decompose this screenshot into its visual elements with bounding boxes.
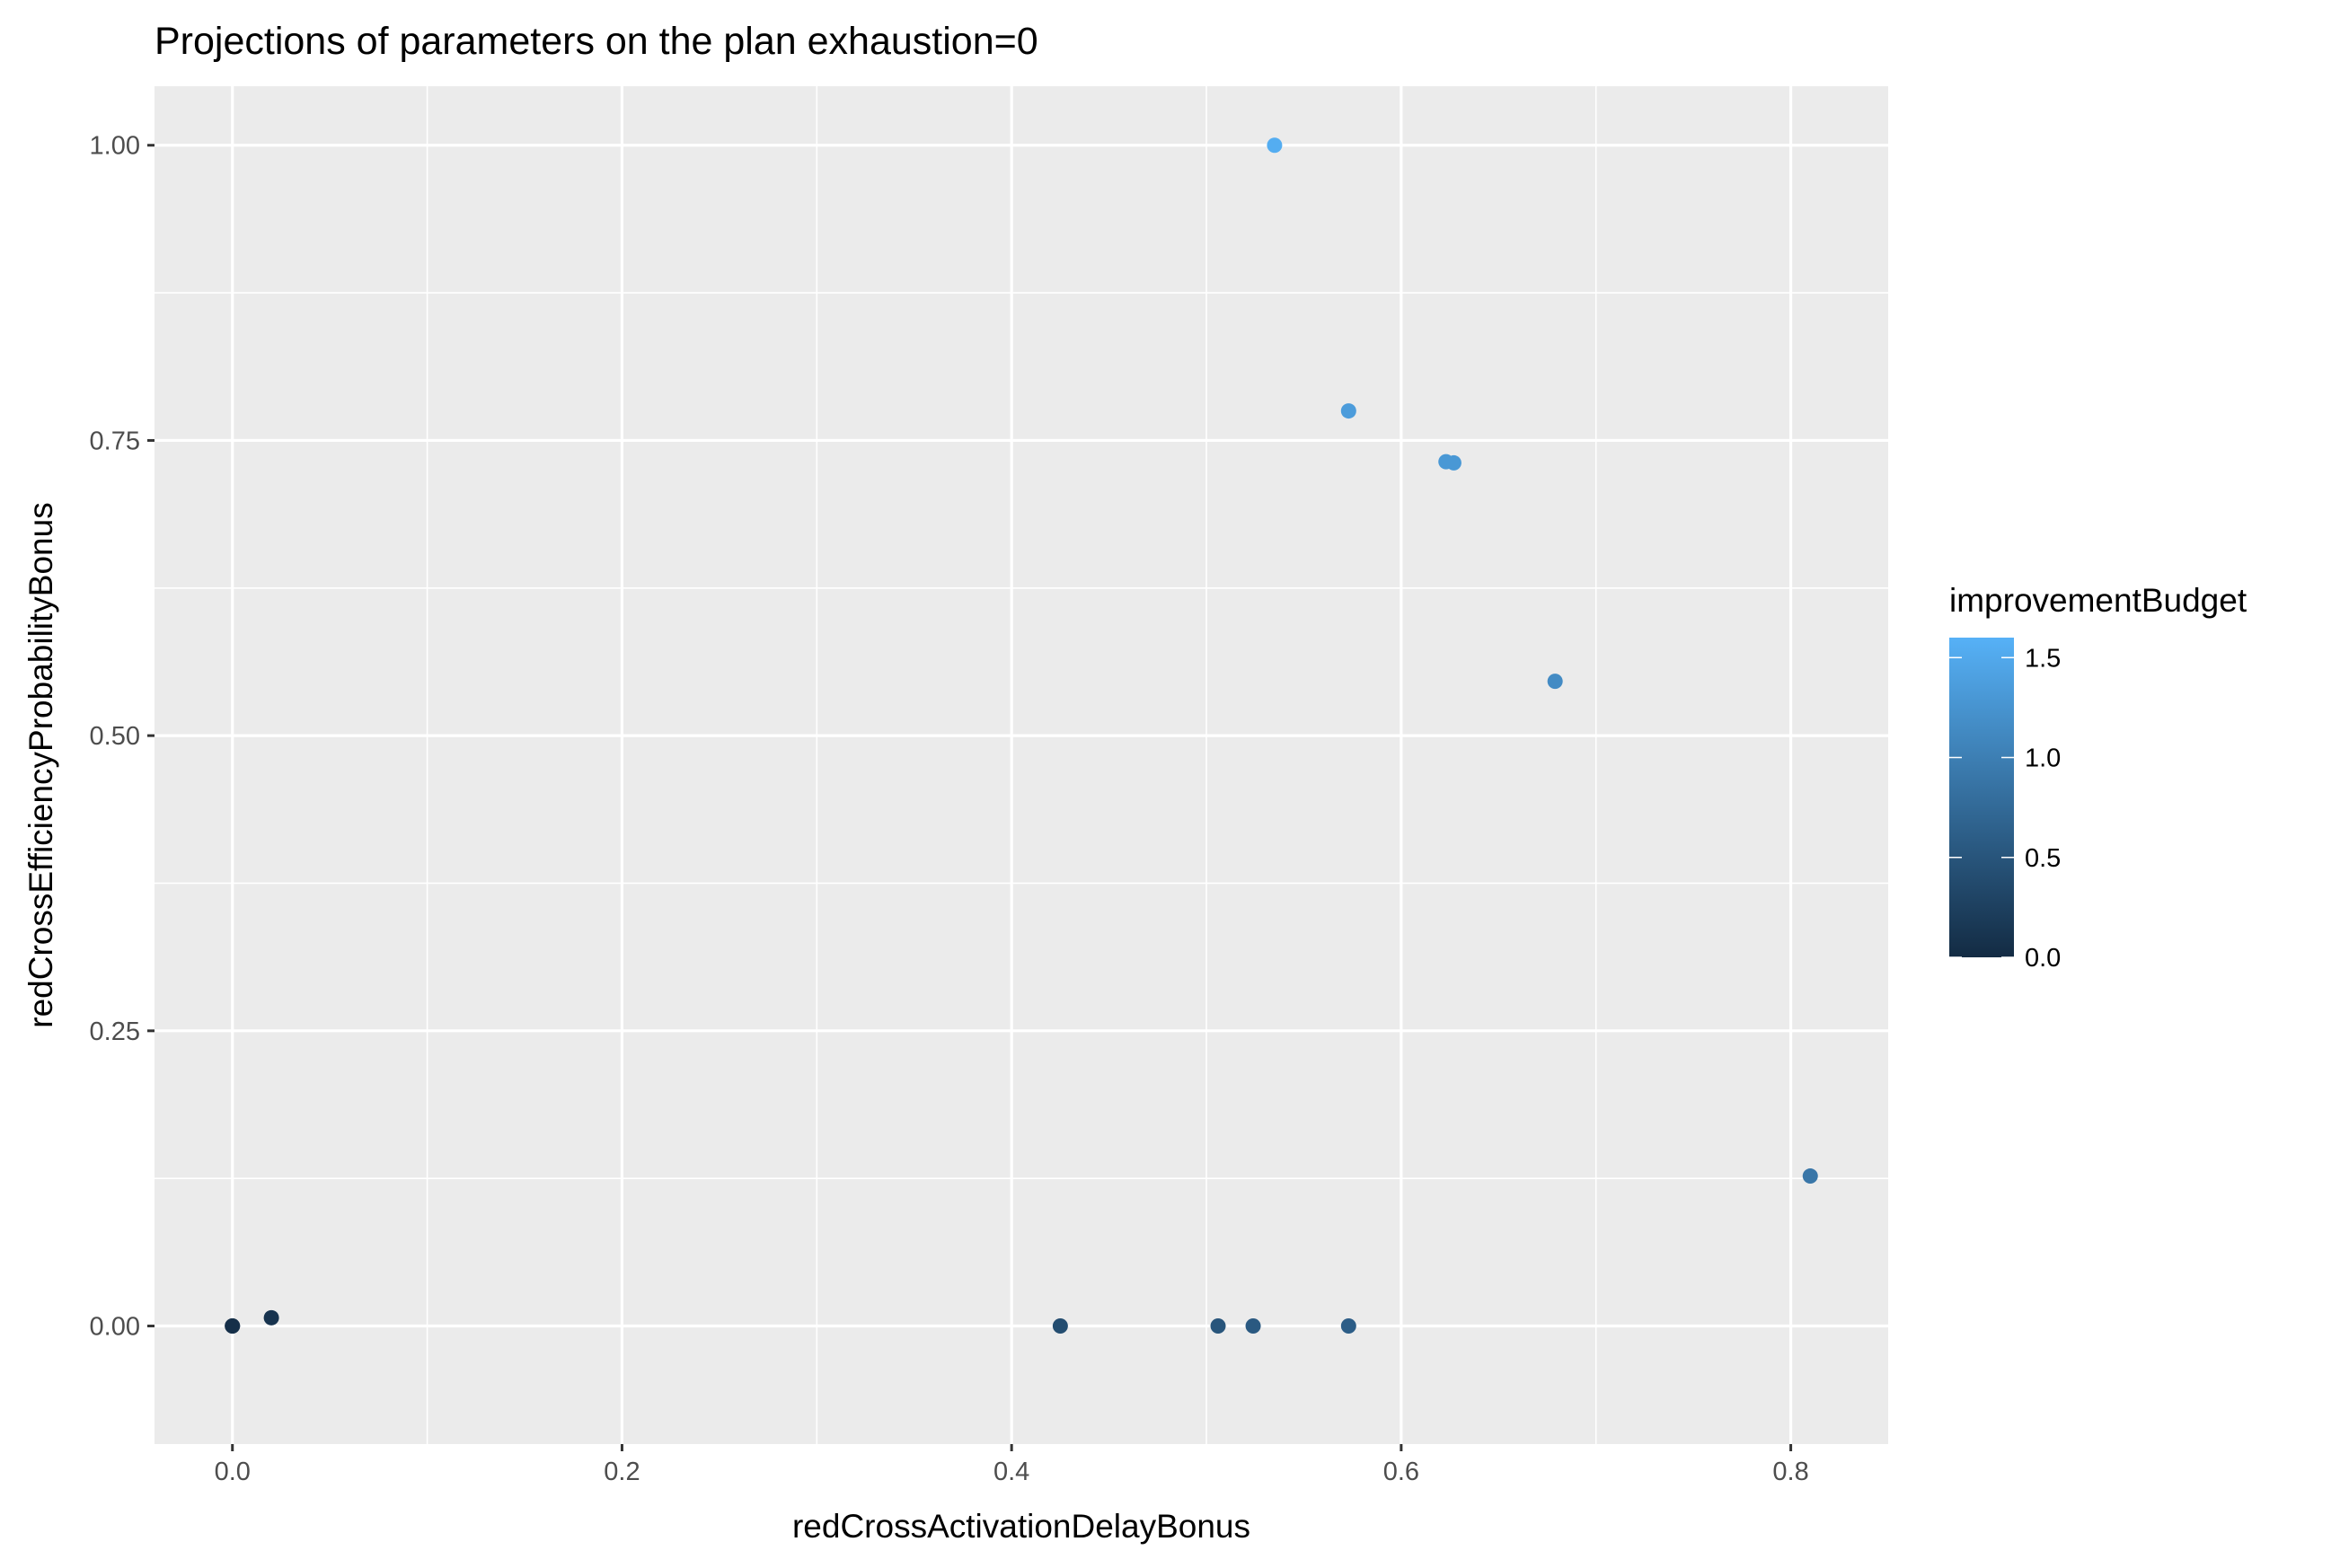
colorbar	[1949, 638, 2014, 957]
x-tick-label: 0.4	[993, 1458, 1029, 1486]
y-tick-label: 0.25	[90, 1017, 140, 1046]
data-point	[1052, 1318, 1068, 1335]
data-point	[1245, 1318, 1261, 1335]
colorbar-ticks: 0.0 0.5 1.0 1.5	[1949, 644, 2061, 973]
legend: improvementBudget 0.0 0.5 1.0 1.5	[1949, 582, 2247, 973]
data-point	[263, 1309, 279, 1326]
data-point	[1340, 1318, 1356, 1335]
y-axis-ticks: 0.00 0.25 0.50 0.75 1.00	[90, 132, 155, 1342]
x-axis-ticks: 0.0 0.2 0.4 0.6 0.8	[215, 1444, 1809, 1486]
y-axis-title: redCrossEfficiencyProbabilityBonus	[22, 502, 59, 1027]
y-tick-label: 0.00	[90, 1313, 140, 1342]
y-tick-label: 0.75	[90, 427, 140, 455]
data-point	[1340, 403, 1356, 419]
y-tick-label: 1.00	[90, 132, 140, 161]
x-tick-label: 0.0	[215, 1458, 251, 1486]
data-point	[1445, 454, 1462, 471]
grid-minor	[155, 86, 1888, 1444]
data-point	[1802, 1168, 1818, 1185]
x-tick-label: 0.2	[604, 1458, 640, 1486]
data-points	[225, 137, 1818, 1335]
data-point	[1547, 674, 1563, 690]
colorbar-label: 0.0	[2025, 944, 2061, 973]
legend-title: improvementBudget	[1949, 582, 2247, 619]
chart-title: Projections of parameters on the plan ex…	[155, 20, 1038, 63]
colorbar-label: 1.0	[2025, 744, 2061, 773]
plot-panel	[155, 86, 1888, 1444]
data-point	[1267, 137, 1283, 154]
data-point	[225, 1318, 241, 1335]
colorbar-label: 0.5	[2025, 844, 2061, 873]
x-axis-title: redCrossActivationDelayBonus	[792, 1508, 1250, 1545]
y-tick-label: 0.50	[90, 722, 140, 751]
data-point	[1210, 1318, 1226, 1335]
colorbar-label: 1.5	[2025, 644, 2061, 673]
x-tick-label: 0.6	[1383, 1458, 1419, 1486]
x-tick-label: 0.8	[1772, 1458, 1808, 1486]
grid-major	[155, 86, 1888, 1444]
